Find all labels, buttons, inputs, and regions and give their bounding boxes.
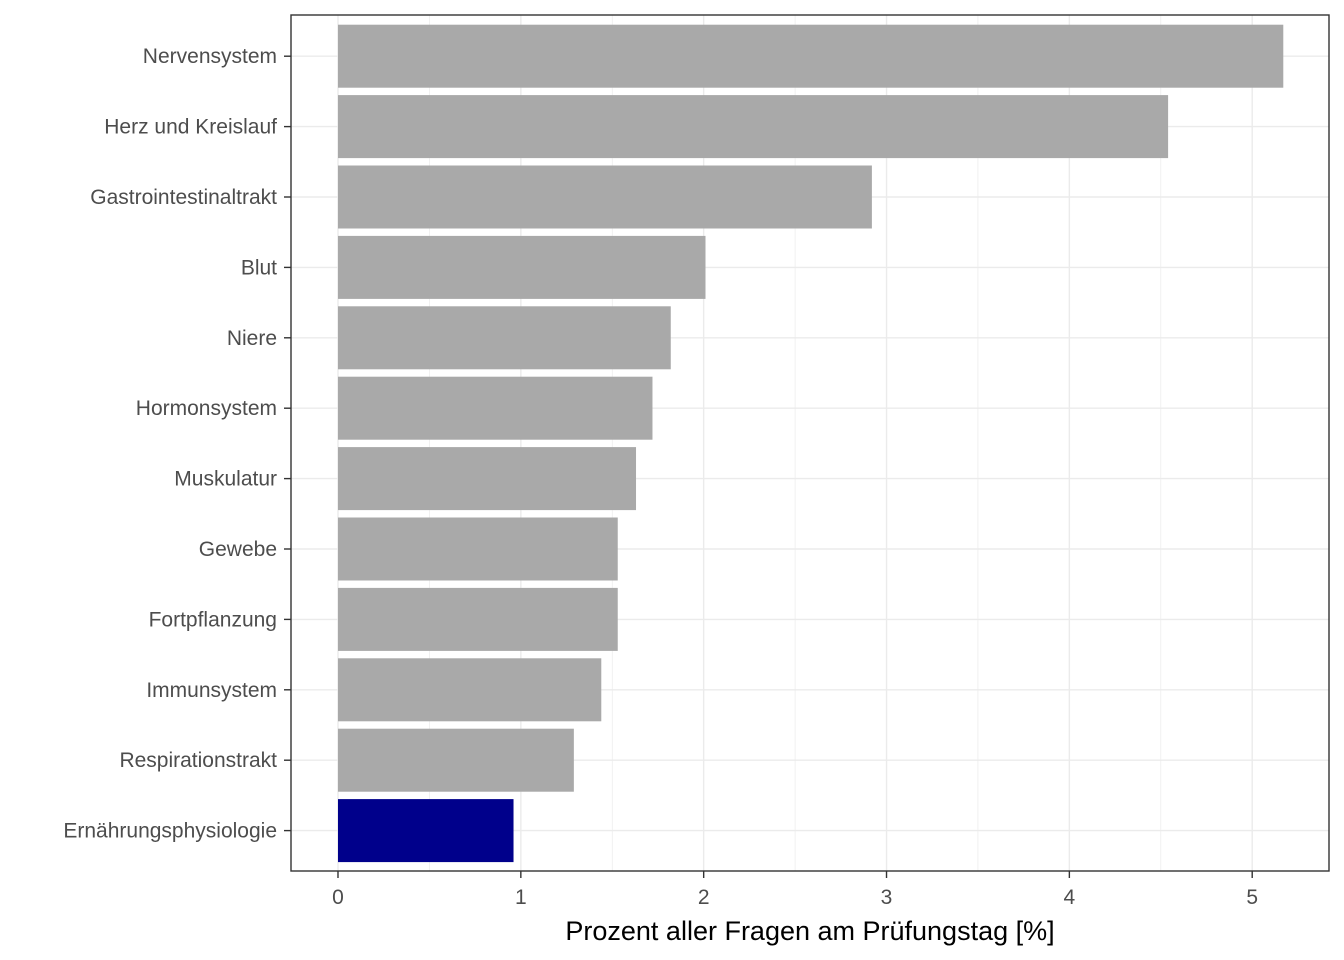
y-tick-label: Immunsystem [146, 679, 277, 702]
y-tick-label: Hormonsystem [136, 397, 277, 420]
bar-5 [337, 306, 671, 370]
y-tick-label: Niere [227, 327, 277, 350]
bar-2 [337, 95, 1169, 159]
bar-11 [337, 728, 574, 792]
bar-7 [337, 447, 637, 511]
y-tick-label: Herz und Kreislauf [104, 116, 277, 139]
bar-12 [337, 799, 514, 863]
x-tick-label: 0 [332, 886, 344, 909]
bar-6 [337, 376, 653, 440]
y-tick-label: Respirationstrakt [119, 749, 277, 772]
x-tick-label: 4 [1064, 886, 1076, 909]
x-axis-title: Prozent aller Fragen am Prüfungstag [%] [565, 916, 1054, 946]
y-axis: Nervensystem Herz und Kreislauf Gastrointe… [63, 45, 291, 843]
bar-3 [337, 165, 872, 229]
y-tick-label: Gastrointestinaltrakt [90, 186, 277, 209]
panel-border [290, 14, 1330, 872]
y-tick-label: Blut [241, 256, 277, 279]
y-tick-label: Ernährungsphysiologie [63, 820, 277, 843]
y-tick-label: Gewebe [199, 538, 277, 561]
bar-8 [337, 517, 618, 581]
bars [337, 24, 1284, 863]
y-tick-label: Nervensystem [143, 45, 277, 68]
x-tick-label: 3 [881, 886, 893, 909]
y-tick-label: Muskulatur [174, 468, 277, 491]
bar-4 [337, 235, 706, 299]
x-axis: 0 1 2 3 4 5 [332, 871, 1258, 909]
x-tick-label: 5 [1246, 886, 1258, 909]
bar-1 [337, 24, 1284, 88]
bar-10 [337, 658, 602, 722]
y-tick-label: Fortpflanzung [149, 608, 277, 631]
x-tick-label: 2 [698, 886, 710, 909]
x-tick-label: 1 [515, 886, 527, 909]
bar-9 [337, 587, 618, 651]
